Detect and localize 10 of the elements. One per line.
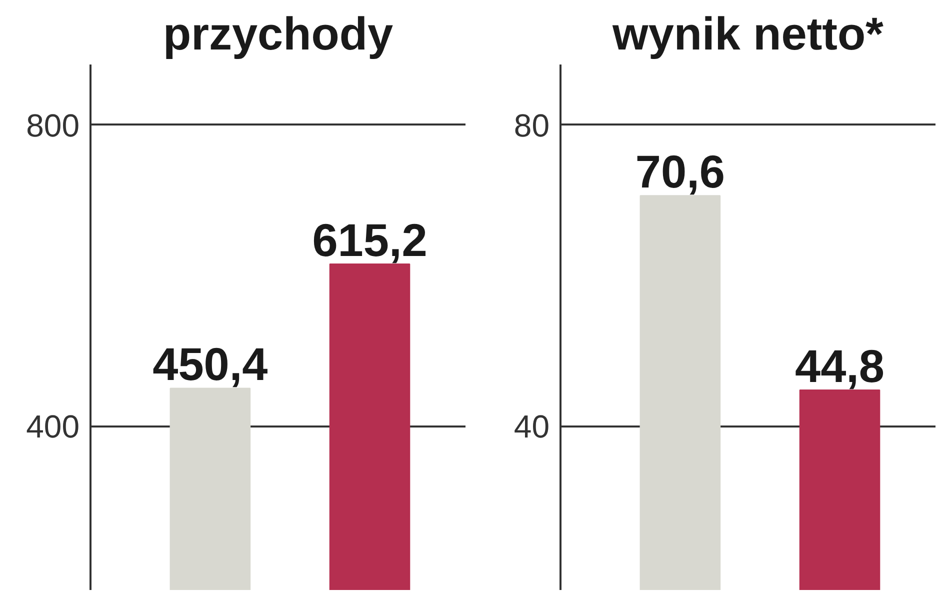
data-label: 70,6: [635, 146, 725, 198]
y-tick-label: 400: [26, 408, 80, 445]
chart-title: przychody: [162, 8, 394, 60]
y-tick-label: 40: [514, 408, 550, 445]
y-tick-label: 80: [514, 107, 550, 144]
data-label: 44,8: [794, 340, 885, 392]
chart-title: wynik netto*: [612, 8, 884, 60]
data-label: 450,4: [152, 338, 268, 390]
data-label: 615,2: [312, 214, 428, 266]
y-tick-label: 800: [26, 107, 80, 144]
